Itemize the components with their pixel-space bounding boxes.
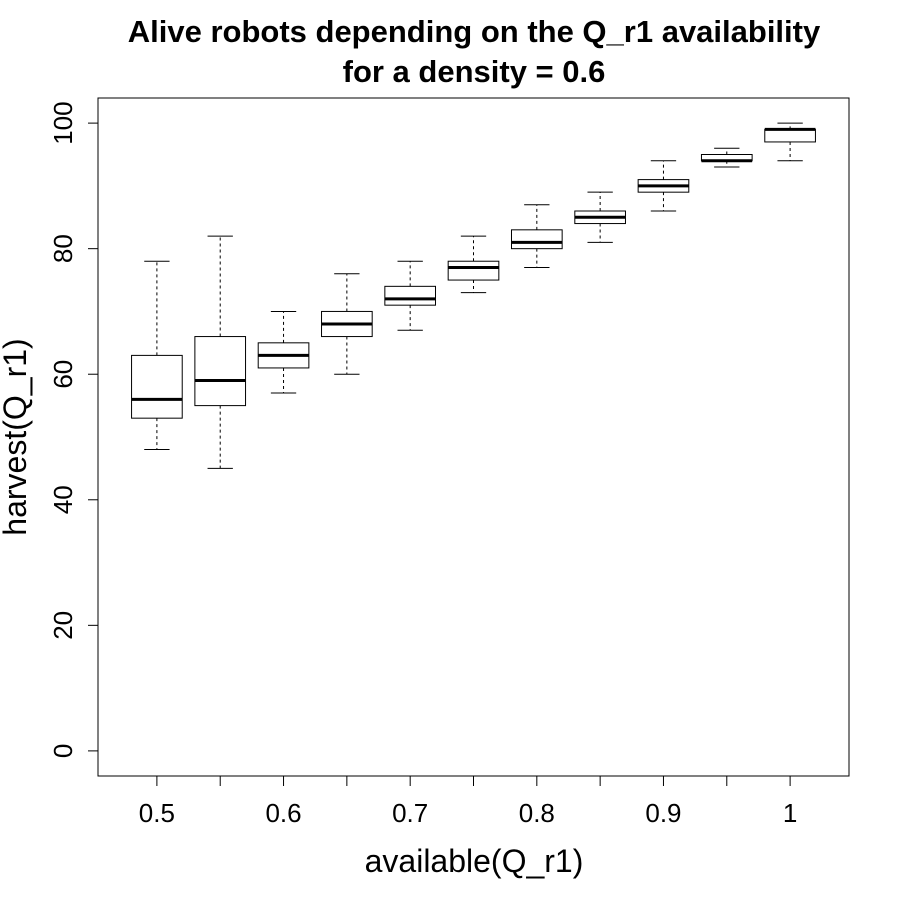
chart-title-line-2: for a density = 0.6 xyxy=(343,54,606,89)
box-2 xyxy=(257,310,310,394)
x-tick-label: 0.7 xyxy=(392,798,428,828)
y-tick-label: 0 xyxy=(48,744,78,758)
x-tick-label: 0.9 xyxy=(645,798,681,828)
x-tick-label: 0.6 xyxy=(265,798,301,828)
y-tick-label: 100 xyxy=(48,101,78,144)
box-5 xyxy=(447,235,500,294)
interquartile-box xyxy=(194,336,247,407)
interquartile-box xyxy=(131,354,183,419)
y-tick-label: 20 xyxy=(48,611,78,640)
box-7 xyxy=(574,191,626,243)
interquartile-box xyxy=(384,285,437,306)
box-8 xyxy=(637,160,690,212)
y-axis-label: harvest(Q_r1) xyxy=(0,338,33,535)
y-axis: 0 20 40 60 80 100 xyxy=(48,101,99,758)
x-tick-label: 1 xyxy=(783,798,797,828)
y-tick-label: 40 xyxy=(48,485,78,514)
box-4 xyxy=(384,260,437,331)
box-series xyxy=(131,122,816,469)
x-axis: 0.5 0.6 0.7 0.8 0.9 1 xyxy=(139,775,797,828)
plot-area-frame xyxy=(97,97,850,777)
box-9 xyxy=(700,147,753,168)
interquartile-box xyxy=(447,260,500,281)
chart-title-line-1: Alive robots depending on the Q_r1 avail… xyxy=(128,14,821,49)
box-3 xyxy=(321,273,373,375)
interquartile-box xyxy=(510,229,563,250)
y-tick-label: 80 xyxy=(48,234,78,263)
interquartile-box xyxy=(764,128,816,143)
x-tick-label: 0.8 xyxy=(519,798,555,828)
box-10 xyxy=(764,122,816,162)
box-0 xyxy=(131,260,183,451)
box-6 xyxy=(510,204,563,268)
box-1 xyxy=(194,235,247,469)
y-tick-label: 60 xyxy=(48,360,78,389)
x-axis-label: available(Q_r1) xyxy=(365,843,584,879)
x-tick-label: 0.5 xyxy=(139,798,175,828)
